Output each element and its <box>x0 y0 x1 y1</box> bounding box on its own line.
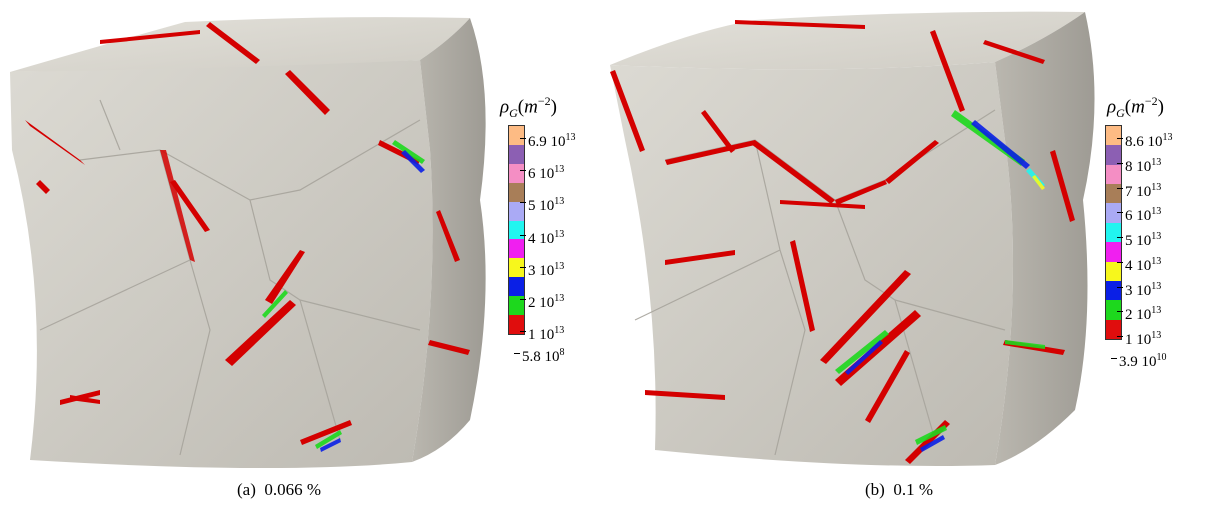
colorbar-segment <box>1106 242 1121 262</box>
colorbar-tick <box>1117 261 1123 263</box>
colorbar-label: 1 1013 <box>528 325 565 343</box>
colorbar-segment <box>509 296 524 316</box>
colorbar <box>508 125 525 335</box>
colorbar-segment <box>509 220 524 240</box>
colorbar-label: 4 1013 <box>528 228 565 247</box>
colorbar-tick <box>520 266 526 268</box>
colorbar-label: 2 1013 <box>528 292 565 311</box>
colorbar-tick <box>520 298 526 300</box>
colorbar-segment <box>1106 126 1121 146</box>
colorbar-tick <box>1117 162 1123 164</box>
colorbar-label: 3 1013 <box>528 260 565 279</box>
colorbar-tick <box>1117 187 1123 189</box>
colorbar-label: 3.9 1010 <box>1119 352 1167 370</box>
colorbar <box>1105 125 1122 340</box>
grain-cube-render-a <box>10 17 486 469</box>
grain-cube-render-b <box>610 11 1095 466</box>
colorbar-segment <box>1106 300 1121 320</box>
colorbar-segment <box>509 258 524 278</box>
colorbar-tick <box>520 202 526 204</box>
figure-panel-a: ρG(m−2) 6.9 1013 6 1013 5 1013 4 1013 3 1013… <box>10 17 576 499</box>
colorbar-label: 3 1013 <box>1125 280 1162 299</box>
cube-top-face <box>10 17 470 73</box>
colorbar-label: 6 1013 <box>1125 206 1162 225</box>
figure-panel-b: ρG(m−2) 8.6 1013 8 1013 7 1013 6 1013 5 1013… <box>605 0 1210 506</box>
colorbar-label: 6 1013 <box>528 164 565 183</box>
colorbar-tick <box>520 234 526 236</box>
colorbar-tick <box>514 353 520 354</box>
colorbar-tick <box>1117 212 1123 214</box>
colorbar-label: 5.8 108 <box>522 347 565 365</box>
colorbar-tick <box>520 331 526 332</box>
colorbar-tick <box>1117 286 1123 288</box>
colorbar-segment <box>1106 203 1121 223</box>
cube-side-face <box>995 12 1095 465</box>
colorbar-title: ρG(m−2) <box>1107 94 1164 121</box>
colorbar-label: 5 1013 <box>528 196 565 215</box>
colorbar-label: 6.9 1013 <box>528 132 576 150</box>
colorbar-tick <box>1117 311 1123 313</box>
colorbar-segment <box>509 277 524 297</box>
colorbar-tick <box>1117 336 1123 337</box>
colorbar-label: 7 1013 <box>1125 181 1162 200</box>
colorbar-label: 5 1013 <box>1125 231 1162 249</box>
colorbar-label: 1 1013 <box>1125 330 1162 348</box>
colorbar-tick <box>520 138 526 139</box>
caption: (b) 0.1 % <box>865 480 933 499</box>
colorbar-segment <box>1106 184 1121 204</box>
colorbar-tick <box>1117 237 1123 238</box>
cube-front-face <box>10 60 433 469</box>
colorbar-segment <box>509 182 524 202</box>
colorbar-segment <box>509 144 524 164</box>
colorbar-label: 4 1013 <box>1125 255 1162 274</box>
colorbar-segment <box>509 315 524 334</box>
colorbar-segment <box>1106 145 1121 165</box>
colorbar-tick <box>1117 138 1123 139</box>
colorbar-label: 8.6 1013 <box>1125 132 1173 150</box>
caption: (a) 0.066 % <box>237 480 322 499</box>
colorbar-tick <box>1111 358 1117 359</box>
colorbar-segment <box>1106 222 1121 243</box>
colorbar-label: 8 1013 <box>1125 156 1162 175</box>
colorbar-segment <box>509 201 524 221</box>
colorbar-tick <box>520 170 526 172</box>
colorbar-segment <box>1106 164 1121 185</box>
colorbar-segment <box>509 239 524 259</box>
colorbar-segment <box>1106 280 1121 301</box>
colorbar-segment <box>509 163 524 183</box>
colorbar-segment <box>1106 319 1121 339</box>
colorbar-segment <box>1106 261 1121 281</box>
colorbar-label: 2 1013 <box>1125 305 1162 324</box>
colorbar-segment <box>509 126 524 145</box>
colorbar-title: ρG(m−2) <box>500 94 557 121</box>
cube-top-face <box>610 11 1085 70</box>
